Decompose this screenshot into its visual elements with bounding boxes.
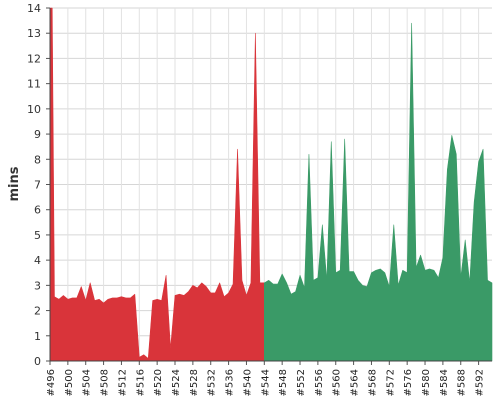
x-tick-label: #520 [153, 369, 164, 396]
y-tick-label: 13 [27, 27, 41, 40]
y-tick-label: 0 [34, 355, 41, 368]
y-tick-label: 5 [34, 229, 41, 242]
x-tick-label: #528 [189, 369, 200, 396]
y-tick-label: 8 [34, 153, 41, 166]
y-axis-label: mins [7, 166, 22, 201]
y-tick-label: 3 [34, 279, 41, 292]
x-tick-label: #560 [332, 369, 343, 396]
x-tick-label: #504 [82, 369, 93, 396]
y-tick-label: 1 [34, 330, 41, 343]
x-tick-label: #524 [171, 369, 182, 396]
x-tick-label: #592 [475, 369, 486, 396]
x-tick-label: #556 [314, 369, 325, 396]
x-tick-label: #516 [135, 369, 146, 396]
x-tick-label: #568 [367, 369, 378, 396]
y-tick-label: 2 [34, 305, 41, 318]
y-tick-label: 10 [27, 103, 41, 116]
y-tick-label: 11 [27, 78, 41, 91]
x-tick-label: #576 [403, 369, 414, 396]
axes [46, 7, 492, 365]
x-tick-label: #584 [439, 369, 450, 396]
series-area-2 [264, 22, 493, 362]
x-tick-label: #564 [350, 369, 361, 396]
y-tick-label: 4 [34, 254, 41, 267]
y-tick-label: 6 [34, 204, 41, 217]
series-areas [49, 7, 493, 362]
x-tick-label: #544 [260, 369, 271, 396]
x-tick-labels: #496 #500 #504 #508 #512 #516 #520 #524 #528 #532… [46, 369, 486, 396]
y-tick-label: 12 [27, 52, 41, 65]
x-tick-label: #588 [457, 369, 468, 396]
x-tick-label: #552 [296, 369, 307, 396]
series-area-1 [49, 7, 265, 362]
x-tick-label: #540 [242, 369, 253, 396]
y-tick-label: 9 [34, 128, 41, 141]
x-tick-label: #580 [421, 369, 432, 396]
y-tick-label: 14 [27, 2, 41, 15]
x-tick-label: #572 [385, 369, 396, 396]
x-tick-label: #536 [225, 369, 236, 396]
x-tick-label: #512 [117, 369, 128, 396]
x-tick-label: #500 [64, 369, 75, 396]
x-tick-label: #508 [100, 369, 111, 396]
x-tick-label: #532 [207, 369, 218, 396]
x-tick-label: #548 [278, 369, 289, 396]
x-tick-label: #496 [46, 369, 57, 396]
y-tick-label: 7 [34, 179, 41, 192]
